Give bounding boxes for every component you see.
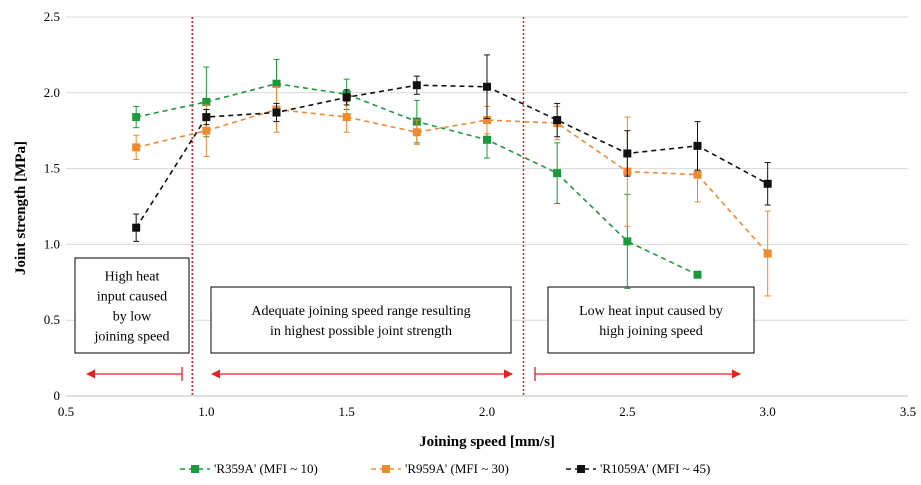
annotation-frame bbox=[547, 286, 755, 354]
data-point bbox=[763, 249, 772, 258]
annotation-text: Adequate joining speed range resulting bbox=[251, 304, 470, 319]
annotation-text: in highest possible joint strength bbox=[270, 324, 452, 339]
annotation-text: joining speed bbox=[93, 330, 169, 345]
data-point bbox=[412, 81, 421, 90]
series-2 bbox=[132, 86, 772, 297]
data-point bbox=[342, 113, 351, 122]
series bbox=[132, 54, 772, 297]
data-point bbox=[693, 170, 702, 179]
x-tick-label: 1.5 bbox=[339, 404, 355, 419]
x-tick-label: 2.0 bbox=[479, 404, 495, 419]
data-point bbox=[693, 270, 702, 279]
annotations: High heat input caused by low joining speed… bbox=[74, 257, 755, 381]
axes: 00.51.01.52.02.50.5 1.0 1.5 2.0 2.5 3.0 3.5 bbox=[44, 9, 916, 419]
annotation-frame bbox=[74, 257, 190, 354]
y-tick-label: 1.0 bbox=[44, 236, 60, 251]
legend-marker bbox=[191, 465, 199, 473]
x-axis-title: Joining speed [mm/s] bbox=[419, 434, 555, 450]
data-point bbox=[483, 135, 491, 144]
x-tick-label: 0.5 bbox=[58, 404, 74, 419]
data-point bbox=[693, 141, 702, 150]
annotation-text: Low heat input caused by bbox=[579, 304, 723, 319]
legend-entry: 'R1059A' (MFI ~ 45) bbox=[566, 461, 710, 476]
data-point bbox=[272, 79, 281, 88]
legend-marker bbox=[382, 465, 390, 473]
data-point bbox=[272, 108, 281, 117]
data-point bbox=[202, 97, 211, 106]
y-tick-label: 0 bbox=[54, 388, 61, 403]
y-tick-label: 2.5 bbox=[44, 9, 60, 24]
legend-marker bbox=[577, 465, 585, 473]
legend-entry: 'R959A' (MFI ~ 30) bbox=[371, 461, 509, 476]
region-dividers bbox=[191, 17, 525, 396]
data-point bbox=[342, 93, 351, 102]
x-tick-label: 1.0 bbox=[198, 404, 214, 419]
data-point bbox=[483, 116, 491, 125]
data-point bbox=[623, 237, 632, 246]
x-tick-label: 2.5 bbox=[619, 404, 635, 419]
data-point bbox=[483, 82, 491, 91]
data-point bbox=[132, 113, 141, 122]
legend-entry: 'R359A' (MFI ~ 10) bbox=[180, 461, 318, 476]
data-point bbox=[132, 143, 141, 152]
y-tick-label: 1.5 bbox=[44, 161, 60, 176]
data-point bbox=[623, 149, 632, 158]
legend-label: 'R359A' (MFI ~ 10) bbox=[214, 461, 318, 476]
data-point bbox=[202, 126, 211, 135]
annotation-box: Low heat input caused by high joining spe… bbox=[547, 286, 755, 354]
data-point bbox=[553, 116, 562, 125]
annotation-box: Adequate joining speed range resulting in… bbox=[210, 286, 512, 354]
data-point bbox=[553, 169, 562, 178]
annotation-text: high joining speed bbox=[599, 324, 702, 339]
legend-label: 'R1059A' (MFI ~ 45) bbox=[600, 461, 710, 476]
legend: 'R359A' (MFI ~ 10) 'R959A' (MFI ~ 30) 'R10… bbox=[180, 461, 710, 476]
legend-label: 'R959A' (MFI ~ 30) bbox=[405, 461, 509, 476]
data-point bbox=[132, 223, 141, 232]
x-tick-label: 3.5 bbox=[900, 404, 916, 419]
y-tick-label: 0.5 bbox=[44, 312, 60, 327]
data-point bbox=[412, 128, 421, 137]
annotation-text: by low bbox=[113, 310, 152, 325]
y-tick-label: 2.0 bbox=[44, 85, 60, 100]
annotation-text: input caused bbox=[97, 290, 167, 305]
y-axis-title: Joint strength [MPa] bbox=[13, 141, 29, 275]
x-tick-label: 3.0 bbox=[760, 404, 776, 419]
annotation-box: High heat input caused by low joining speed bbox=[74, 257, 190, 354]
series-line bbox=[135, 108, 769, 255]
series-line bbox=[135, 84, 769, 229]
series-3 bbox=[132, 54, 772, 242]
annotation-frame bbox=[210, 286, 512, 354]
annotation-text: High heat bbox=[105, 270, 160, 285]
data-point bbox=[763, 179, 772, 188]
data-point bbox=[202, 113, 211, 122]
